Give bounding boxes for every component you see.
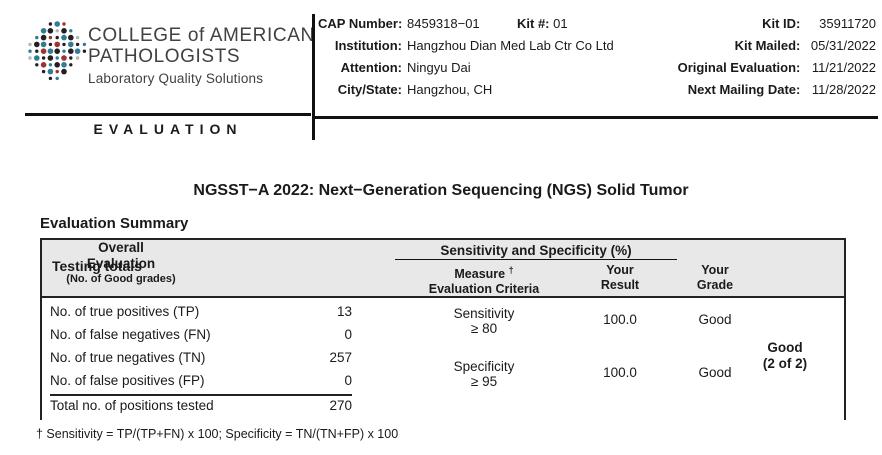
measure-header-line2: Evaluation Criteria xyxy=(428,282,540,297)
specificity-result-cell: 100.0 xyxy=(603,365,637,380)
overall-evaluation-cell: Good (2 of 2) xyxy=(762,340,808,371)
evaluation-summary-table: Testing totals Sensitivity and Specifici… xyxy=(40,238,846,420)
original-evaluation-label: Original Evaluation: xyxy=(677,60,801,75)
kit-id: Kit ID: 35911720 xyxy=(762,16,876,31)
table-body: No. of true positives (TP) 13 No. of fals… xyxy=(42,298,844,420)
kit-number: Kit #: 01 xyxy=(517,16,568,31)
info-row: Institution: Hangzhou Dian Med Lab Ctr C… xyxy=(318,38,876,60)
header-vertical-divider xyxy=(312,14,315,140)
institution-value: Hangzhou Dian Med Lab Ctr Co Ltd xyxy=(407,38,614,53)
info-row: City/State: Hangzhou, CH Next Mailing Da… xyxy=(318,82,876,104)
next-mailing-date-value: 11/28/2022 xyxy=(811,82,876,97)
specificity-grade-cell: Good xyxy=(698,365,732,380)
original-evaluation-value: 11/21/2022 xyxy=(811,60,876,75)
sensitivity-grade-cell: Good xyxy=(698,312,732,327)
sensitivity-specificity-group-header: Sensitivity and Specificity (%) xyxy=(395,243,677,260)
footnote: † Sensitivity = TP/(TP+FN) x 100; Specif… xyxy=(36,427,399,441)
org-name-line2: PATHOLOGISTS xyxy=(88,45,241,67)
kit-number-label: Kit #: xyxy=(517,16,550,31)
kit-mailed-value: 05/31/2022 xyxy=(810,38,876,53)
info-row: Attention: Ningyu Dai Original Evaluatio… xyxy=(318,60,876,82)
overall-evaluation-column-header: Overall Evaluation (No. of Good grades) xyxy=(66,240,176,285)
city-state-value: Hangzhou, CH xyxy=(407,82,493,97)
city-state-label: City/State: xyxy=(337,82,402,97)
sensitivity-result-cell: 100.0 xyxy=(603,312,637,327)
table-header: Testing totals Sensitivity and Specifici… xyxy=(42,240,844,298)
cap-logo-text: COLLEGE of AMERICAN PATHOLOGISTS Laborat… xyxy=(88,25,315,87)
your-result-column-header: Your Result xyxy=(600,263,640,292)
kit-id-value: 35911720 xyxy=(819,16,876,31)
kit-id-label: Kit ID: xyxy=(762,16,801,31)
totals-sum-rule xyxy=(50,394,352,396)
org-tagline: Laboratory Quality Solutions xyxy=(88,71,264,87)
info-row: CAP Number: 8459318−01 Kit #: 01 Kit ID:… xyxy=(318,16,876,38)
original-evaluation: Original Evaluation: 11/21/2022 xyxy=(678,60,876,75)
cap-number-value: 8459318−01 xyxy=(407,16,480,31)
specificity-measure-cell: Specificity ≥ 95 xyxy=(453,359,515,389)
next-mailing-date: Next Mailing Date: 11/28/2022 xyxy=(688,82,876,97)
attention-value: Ningyu Dai xyxy=(407,60,471,75)
kit-mailed-label: Kit Mailed: xyxy=(734,38,801,53)
next-mailing-date-label: Next Mailing Date: xyxy=(687,82,801,97)
kit-number-value: 01 xyxy=(553,16,568,31)
measure-column-header: Measure † Evaluation Criteria xyxy=(400,263,568,297)
section-heading: Evaluation Summary xyxy=(40,215,189,232)
kit-mailed: Kit Mailed: 05/31/2022 xyxy=(735,38,876,53)
document-title: NGSST−A 2022: Next−Generation Sequencing… xyxy=(193,182,689,199)
measure-header-line1: Measure † xyxy=(454,265,514,282)
cap-number-label: CAP Number: xyxy=(318,16,403,31)
your-grade-column-header: Your Grade xyxy=(696,263,734,292)
org-name-line1: COLLEGE of AMERICAN xyxy=(88,25,315,46)
institution-label: Institution: xyxy=(334,38,402,53)
report-type-label: EVALUATION xyxy=(93,121,243,137)
right-horizontal-rule xyxy=(312,116,878,119)
attention-label: Attention: xyxy=(340,60,402,75)
left-horizontal-rule xyxy=(25,113,311,116)
kit-info-block: CAP Number: 8459318−01 Kit #: 01 Kit ID:… xyxy=(318,16,876,104)
cap-dots-logo-icon xyxy=(28,21,87,81)
testing-totals-header: Testing totals xyxy=(52,258,142,274)
dagger-icon: † xyxy=(508,265,514,275)
sensitivity-measure-cell: Sensitivity ≥ 80 xyxy=(453,306,515,336)
